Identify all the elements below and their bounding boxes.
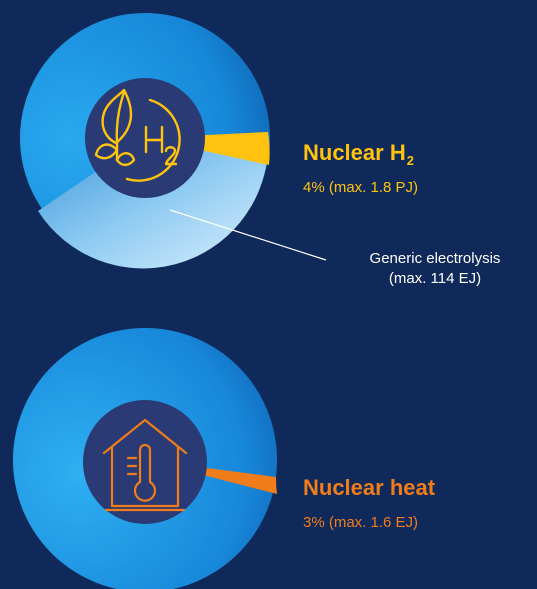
house-thermometer-icon (102, 418, 188, 512)
nuclear-h2-subscript: 2 (406, 153, 414, 168)
leaf-h2-icon (94, 88, 181, 182)
electrolysis-label-line1: Generic electrolysis (369, 250, 501, 267)
h2-pie (20, 13, 327, 269)
electrolysis-leader-line (169, 209, 327, 261)
nuclear-heat-value: 3% (max. 1.6 EJ) (303, 514, 419, 531)
generic-electrolysis-slice (38, 138, 268, 269)
nuclear-h2-value: 4% (max. 1.8 PJ) (303, 179, 419, 196)
electrolysis-label: Generic electrolysis (max. 114 EJ) (330, 249, 537, 289)
heat-pie (13, 328, 277, 589)
nuclear-h2-title: Nuclear H2 (303, 140, 414, 168)
electrolysis-label-line2: (max. 114 EJ) (388, 270, 482, 287)
nuclear-heat-title: Nuclear heat (303, 475, 436, 500)
heat-inner-circle (83, 400, 207, 524)
